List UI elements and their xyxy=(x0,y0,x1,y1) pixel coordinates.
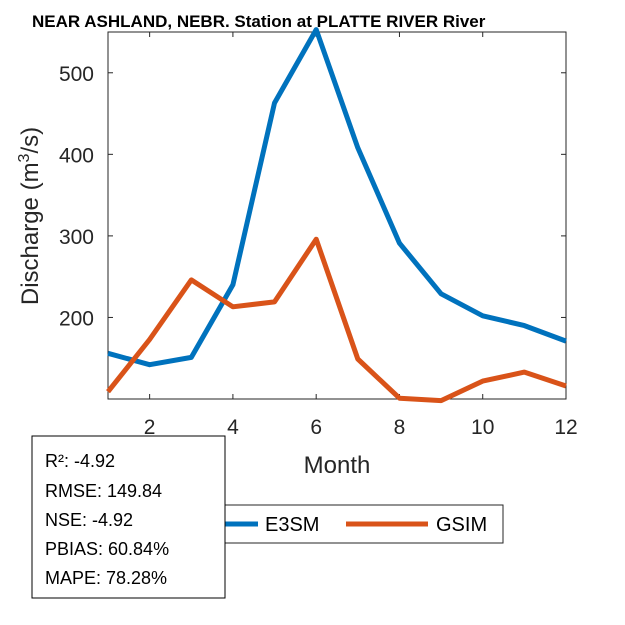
x-axis: 2 4 6 8 10 12 xyxy=(144,32,578,439)
x-tick-label: 4 xyxy=(227,416,239,439)
stats-box-frame xyxy=(31,435,226,599)
legend-label-gsim: GSIM xyxy=(436,514,487,536)
y-axis-label-tail: /s) xyxy=(17,127,44,154)
stats-rmse: RMSE: 149.84 xyxy=(45,481,162,501)
y-axis: 200 300 400 500 xyxy=(59,63,566,330)
x-axis-label: Month xyxy=(304,452,371,479)
stats-mape: MAPE: 78.28% xyxy=(45,568,167,588)
y-tick-label: 200 xyxy=(59,307,94,330)
y-tick-label: 500 xyxy=(59,63,94,86)
x-tick-label: 8 xyxy=(394,416,406,439)
x-tick-label: 12 xyxy=(554,416,577,439)
x-tick-label: 6 xyxy=(310,416,322,439)
chart-title: NEAR ASHLAND, NEBR. Station at PLATTE RI… xyxy=(32,12,486,31)
y-tick-label: 400 xyxy=(59,144,94,167)
stats-nse: NSE: -4.92 xyxy=(45,510,133,530)
plot-area xyxy=(107,31,567,400)
legend: E3SM GSIM xyxy=(204,504,504,544)
stats-pbias: PBIAS: 60.84% xyxy=(45,539,169,559)
x-tick-label: 10 xyxy=(471,416,494,439)
stats-r2: R²: -4.92 xyxy=(45,451,115,471)
stats-box: R²: -4.92 RMSE: 149.84 NSE: -4.92 PBIAS:… xyxy=(31,435,226,599)
y-axis-label: Discharge (m3/s) xyxy=(16,127,44,305)
y-axis-label-base: Discharge (m xyxy=(17,162,44,305)
series-line-e3sm xyxy=(107,27,567,368)
series-layer xyxy=(106,27,567,404)
y-axis-label-superscript: 3 xyxy=(16,153,33,162)
x-tick-label: 2 xyxy=(144,416,156,439)
legend-label-e3sm: E3SM xyxy=(265,514,319,536)
series-line-gsim xyxy=(106,236,567,404)
y-tick-label: 300 xyxy=(59,226,94,249)
